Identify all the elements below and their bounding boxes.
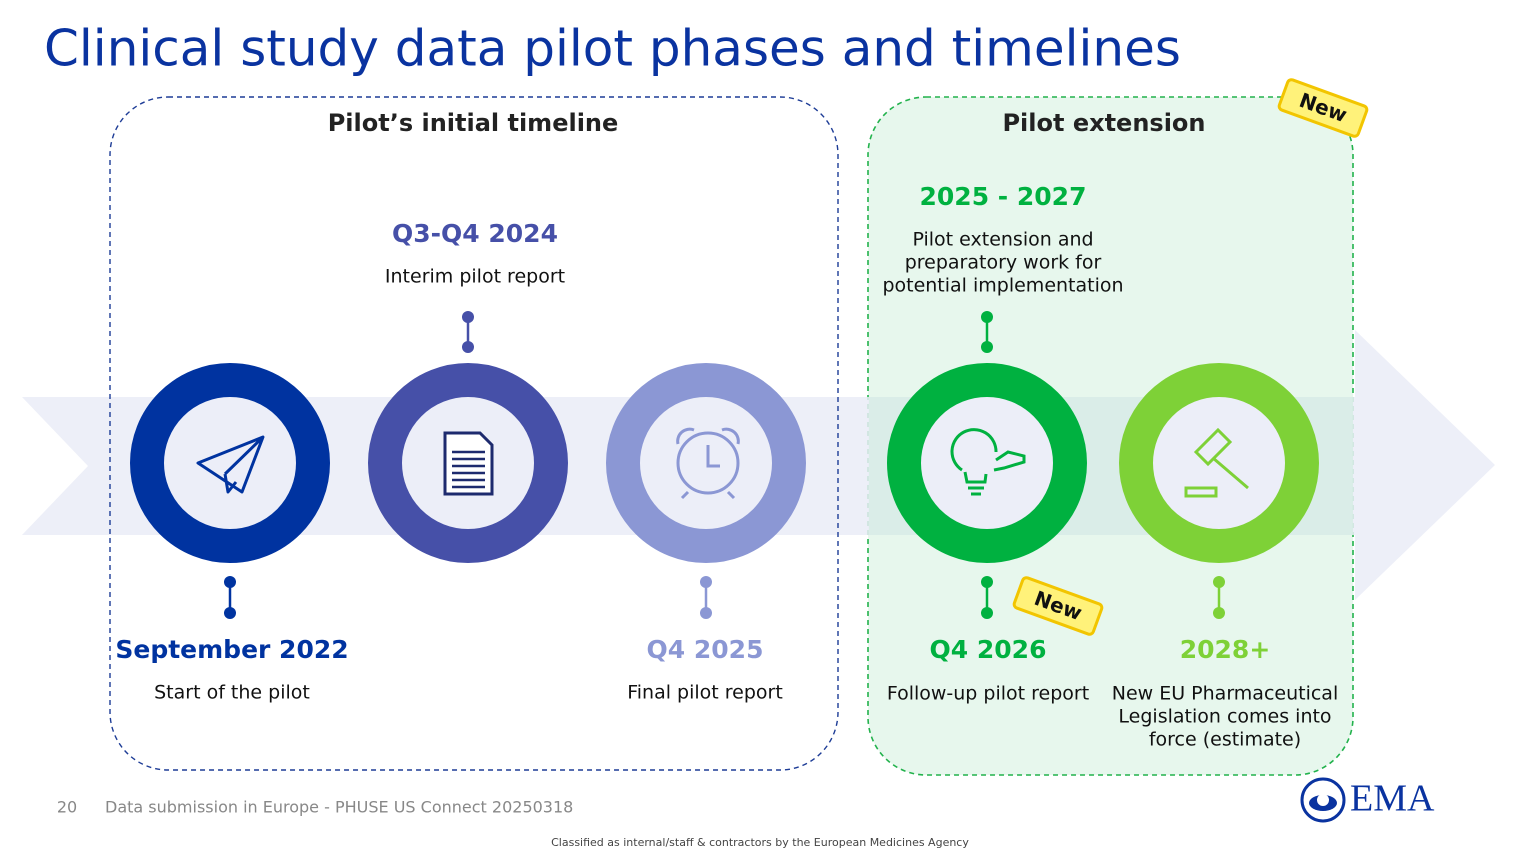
milestone-description: New EU Pharmaceutical [1112,683,1338,705]
milestone-description: Interim pilot report [385,266,565,288]
classification: Classified as internal/staff & contracto… [551,836,969,849]
badge-box [1012,576,1104,636]
milestones: September 2022 Start of the pilot Q3-Q4 20… [115,182,1338,751]
connector-dot [981,311,993,323]
connector-dot [1213,576,1225,588]
milestone-date: Q4 2026 [930,635,1047,664]
connector-dot [700,576,712,588]
bulb-icon [950,428,1026,496]
milestone-description: force (estimate) [1149,729,1301,751]
group-title: Pilot extension [1002,109,1205,137]
milestone-description: Legislation comes into [1118,706,1331,728]
milestone-description: Start of the pilot [154,682,310,704]
group-title: Pilot’s initial timeline [328,109,619,137]
badge-box [1277,78,1369,138]
connector-dot [462,311,474,323]
milestone-date: September 2022 [115,635,348,664]
milestone-ring [887,363,1087,563]
connector-dot [981,341,993,353]
connector-dot [700,607,712,619]
plane-icon [196,435,265,494]
milestone-date: Q3-Q4 2024 [392,219,558,248]
milestone-description: potential implementation [882,275,1123,297]
clock-icon [676,427,740,500]
milestone-ring [130,363,330,563]
connector-dot [1213,607,1225,619]
milestone-description: Pilot extension and [912,229,1093,251]
milestone-description: Final pilot report [627,682,783,704]
gavel-icon [1184,427,1249,498]
milestone-date: Q4 2025 [647,635,764,664]
milestone-ring [606,363,806,563]
milestone-date: 2025 - 2027 [920,182,1087,211]
connector-dot [981,607,993,619]
milestone-description: Follow-up pilot report [887,683,1089,705]
footer-text: Data submission in Europe - PHUSE US Con… [105,798,573,817]
milestone-description: preparatory work for [905,252,1102,274]
connector-dot [224,576,236,588]
document-icon [443,431,494,496]
initial-box [109,96,839,771]
slide-title: Clinical study data pilot phases and tim… [44,20,1181,78]
ema-logo: EMA [1300,777,1435,823]
logo-text: EMA [1350,778,1435,820]
connector-dot [981,576,993,588]
connector-dot [462,341,474,353]
page-number: 20 [57,798,77,817]
connector-dot [224,607,236,619]
milestone-date: 2028+ [1180,635,1271,664]
